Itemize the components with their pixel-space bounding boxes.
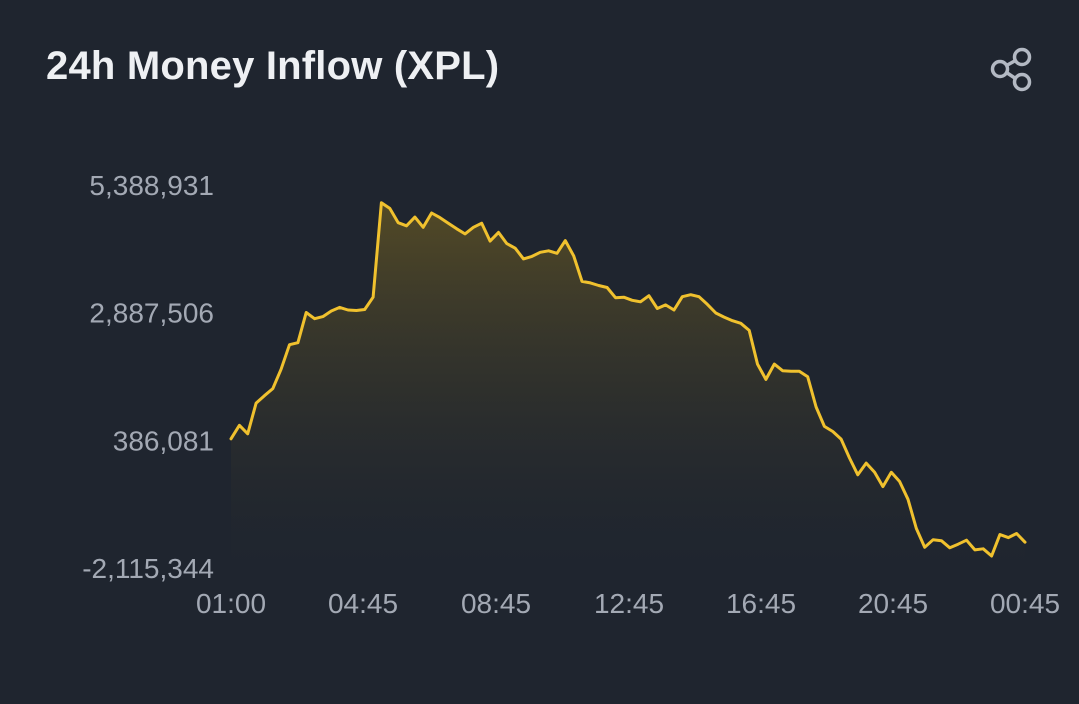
x-tick-label: 04:45 <box>328 588 398 619</box>
x-axis-ticks: 01:00 04:45 08:45 12:45 16:45 20:45 00:45 <box>196 588 1060 619</box>
y-tick-label: -2,115,344 <box>82 553 214 584</box>
share-button[interactable] <box>986 46 1036 96</box>
x-tick-label: 16:45 <box>726 588 796 619</box>
x-tick-label: 08:45 <box>461 588 531 619</box>
x-tick-label: 00:45 <box>990 588 1060 619</box>
y-axis-ticks: 5,388,931 2,887,506 386,081 -2,115,344 <box>82 170 214 584</box>
inflow-line <box>229 201 1027 558</box>
chart-title: 24h Money Inflow (XPL) <box>46 44 500 88</box>
share-icon <box>990 47 1032 92</box>
y-tick-label: 386,081 <box>113 425 214 456</box>
x-tick-label: 20:45 <box>858 588 928 619</box>
x-tick-label: 12:45 <box>594 588 664 619</box>
inflow-area <box>231 202 1025 569</box>
x-tick-label: 01:00 <box>196 588 266 619</box>
y-tick-label: 5,388,931 <box>89 170 214 201</box>
y-tick-label: 2,887,506 <box>89 298 214 329</box>
